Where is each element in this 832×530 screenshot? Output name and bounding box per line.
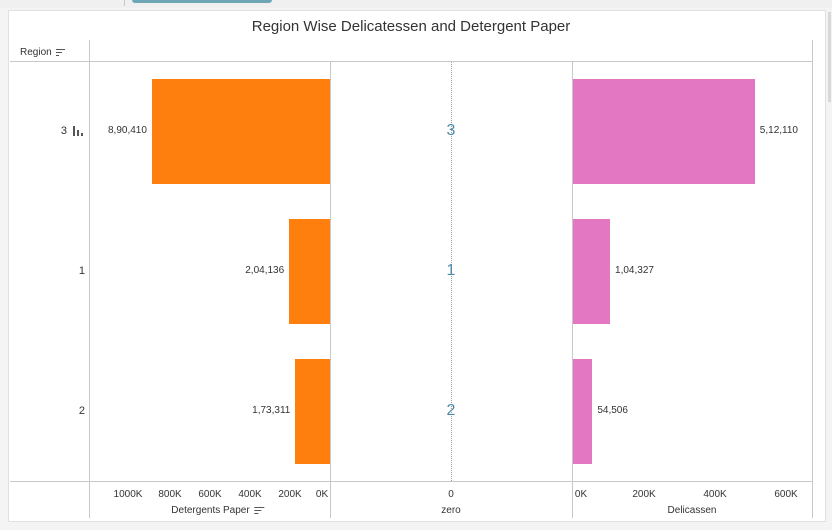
detergents-value-label: 2,04,136 <box>245 265 285 276</box>
pane-right-edge <box>812 40 813 518</box>
detergents-bar[interactable] <box>289 219 330 324</box>
row-header-divider <box>89 40 90 518</box>
detergents-value-label: 1,73,311 <box>252 405 291 416</box>
bar-chart-icon[interactable] <box>73 124 85 136</box>
delicassen-tick-label: 0K <box>574 489 588 500</box>
region-header[interactable]: Region <box>20 47 65 58</box>
toolbar-divider <box>124 0 125 6</box>
delicassen-tick-label: 200K <box>632 489 656 500</box>
delicassen-bar[interactable] <box>573 79 755 184</box>
sort-descending-icon[interactable] <box>254 507 265 514</box>
delicassen-value-label: 5,12,110 <box>759 125 798 136</box>
detergents-tick-label: 200K <box>278 489 302 500</box>
chart-title: Region Wise Delicatessen and Detergent P… <box>251 18 571 35</box>
zero-axis-label: zero <box>441 505 461 516</box>
detergents-tick-label: 400K <box>238 489 262 500</box>
zero-region-label: 3 <box>446 122 456 139</box>
sort-descending-icon[interactable] <box>55 49 65 56</box>
detergents-tick-label: 1000K <box>113 489 143 500</box>
detergents-tick-label: 600K <box>198 489 222 500</box>
pane-divider-left <box>330 62 331 518</box>
zero-region-label: 1 <box>446 262 456 279</box>
zero-region-label: 2 <box>446 402 456 419</box>
scrollbar-handle[interactable] <box>828 12 831 102</box>
zero-reference-line <box>451 62 452 481</box>
detergents-axis-title[interactable]: Detergents Paper <box>171 505 265 516</box>
detergents-value-label: 8,90,410 <box>107 125 147 136</box>
axis-baseline <box>10 481 812 482</box>
detergents-bar[interactable] <box>151 79 330 184</box>
pane-divider-right <box>572 62 573 518</box>
region-header-label: Region <box>20 47 52 58</box>
region-label: 3 <box>60 125 67 137</box>
detergents-bar[interactable] <box>295 359 330 464</box>
delicassen-axis-label: Delicassen <box>667 505 717 516</box>
header-baseline <box>10 61 812 62</box>
delicassen-value-label: 1,04,327 <box>615 265 654 276</box>
detergents-axis-label: Detergents Paper <box>171 505 250 516</box>
sheet-tab[interactable] <box>132 0 272 3</box>
delicassen-tick-label: 600K <box>774 489 798 500</box>
delicassen-axis-title: Delicassen <box>668 505 717 516</box>
zero-tick-label: 0 <box>448 489 454 500</box>
delicassen-tick-label: 400K <box>703 489 727 500</box>
region-label: 2 <box>78 405 85 417</box>
delicassen-bar[interactable] <box>573 219 611 324</box>
region-label: 1 <box>78 265 85 277</box>
detergents-tick-label: 800K <box>158 489 182 500</box>
delicassen-value-label: 54,506 <box>597 405 628 416</box>
top-toolbar <box>0 0 832 8</box>
zero-axis-title: zero <box>441 505 460 516</box>
detergents-tick-label: 0K <box>315 489 329 500</box>
delicassen-bar[interactable] <box>573 359 593 464</box>
